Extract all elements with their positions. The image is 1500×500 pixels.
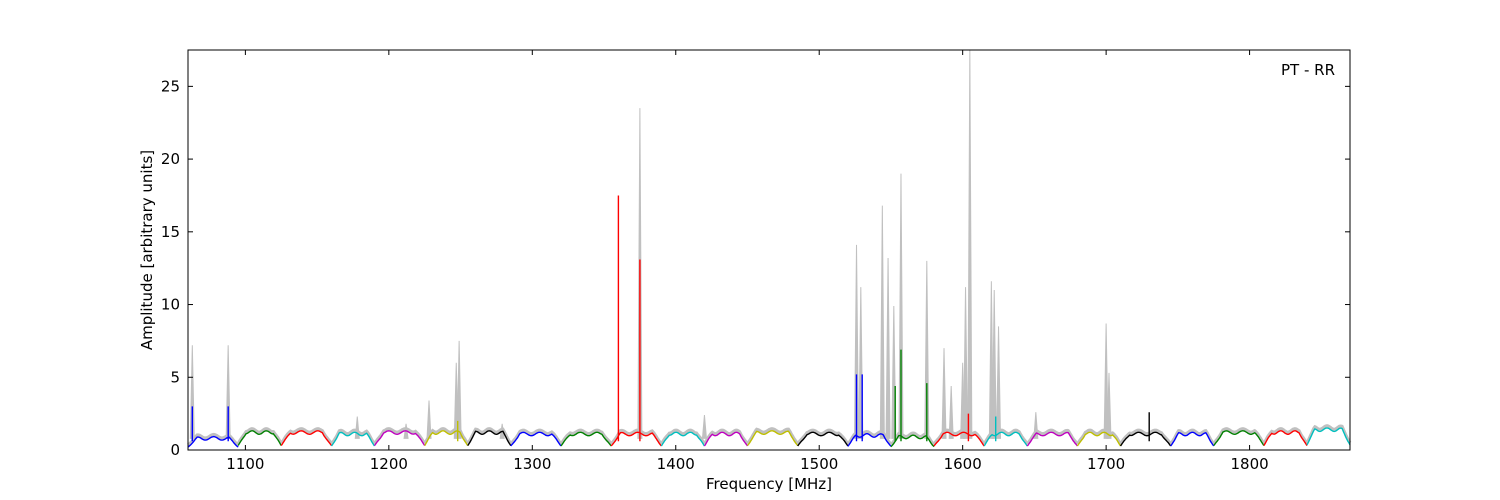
band-series-0 [187, 406, 239, 448]
band-series-16 [933, 413, 985, 447]
band-series-11 [703, 431, 749, 447]
background-band [746, 427, 799, 445]
band-series-12 [746, 430, 799, 447]
background-band [1262, 427, 1309, 445]
background-band [466, 427, 513, 445]
background-peak [991, 289, 997, 439]
background-peak [456, 340, 462, 439]
band-series-9 [610, 195, 662, 447]
y-axis-label: Amplitude [arbitrary units] [138, 150, 156, 350]
x-axis-ticks: 1100 1200 1300 1400 1500 1600 1700 1800 [226, 50, 1269, 473]
background-band [1119, 428, 1172, 445]
x-tick-label: 1100 [226, 455, 264, 473]
x-tick-label: 1300 [513, 455, 551, 473]
band-series-23 [1263, 430, 1308, 446]
background-band [660, 428, 706, 445]
background-band [236, 427, 283, 445]
band-series-19 [1076, 431, 1122, 447]
background-band [1212, 427, 1266, 445]
background-peak [967, 49, 973, 439]
background-band [330, 428, 376, 445]
background-peak [701, 415, 707, 439]
background-peak [426, 400, 432, 439]
x-tick-label: 1700 [1087, 455, 1125, 473]
x-tick-label: 1500 [800, 455, 838, 473]
band-series [187, 195, 1351, 448]
background-peak [996, 326, 1002, 439]
y-tick-label: 20 [161, 150, 180, 168]
band-series-7 [510, 431, 562, 447]
background-spectrum [187, 49, 1352, 447]
x-tick-label: 1200 [370, 455, 408, 473]
y-tick-label: 0 [170, 441, 180, 459]
band-series-10 [660, 431, 706, 447]
y-tick-label: 10 [161, 296, 180, 314]
band-series-5 [424, 420, 469, 446]
y-axis-ticks: 0 5 10 15 20 25 [161, 77, 1350, 459]
background-peak [879, 205, 885, 439]
x-tick-label: 1800 [1230, 455, 1268, 473]
band-series-13 [797, 431, 849, 447]
background-peak [1103, 323, 1109, 439]
band-series-8 [560, 431, 612, 447]
background-band [796, 428, 850, 445]
chart-annotation: PT - RR [1281, 61, 1335, 79]
band-series-20 [1119, 412, 1172, 447]
band-series-14 [847, 374, 892, 447]
y-tick-label: 15 [161, 223, 180, 241]
background-peak [885, 257, 891, 439]
background-band [610, 428, 663, 445]
background-band [279, 427, 333, 445]
band-series-2 [280, 430, 333, 447]
x-tick-label: 1400 [657, 455, 695, 473]
background-band [509, 428, 563, 445]
band-series-24 [1306, 427, 1351, 446]
band-series-15 [890, 349, 935, 448]
y-tick-label: 5 [170, 368, 180, 386]
band-series-22 [1213, 430, 1265, 447]
band-series-21 [1170, 431, 1215, 447]
background-peak [1106, 372, 1112, 439]
background-band [703, 428, 749, 445]
band-series-18 [1026, 431, 1078, 447]
plot-frame [187, 49, 1351, 451]
band-series-4 [373, 430, 426, 446]
band-series-6 [467, 430, 512, 447]
background-band [373, 427, 426, 445]
background-band [559, 428, 613, 445]
background-band [1305, 424, 1352, 444]
x-tick-label: 1600 [944, 455, 982, 473]
background-band [1169, 428, 1215, 445]
x-axis-label: Frequency [MHz] [706, 475, 832, 493]
y-tick-label: 25 [161, 77, 180, 95]
background-peak [1033, 412, 1039, 439]
background-band [1076, 428, 1122, 445]
band-series-17 [983, 416, 1028, 447]
band-series-3 [330, 431, 376, 447]
band-series-1 [237, 430, 282, 446]
background-peak [941, 348, 947, 439]
background-peak [963, 287, 969, 439]
background-peak [948, 385, 954, 439]
